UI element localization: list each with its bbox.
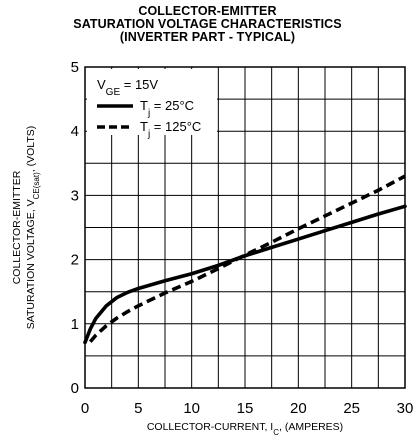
- x-tick-label: 15: [237, 400, 254, 417]
- legend-condition: VGE = 15V: [97, 77, 158, 98]
- series-line-125c: [88, 174, 406, 343]
- y-tick-label: 4: [71, 123, 79, 140]
- y-axis-label-line-1: COLLECTOR-EMITTER: [11, 170, 23, 284]
- y-tick-label: 2: [71, 252, 79, 269]
- x-tick-label: 5: [134, 400, 142, 417]
- chart-title-line-1: COLLECTOR-EMITTER: [138, 4, 277, 18]
- x-tick-label: 30: [397, 400, 414, 417]
- chart-title-line-2: SATURATION VOLTAGE CHARACTERISTICS: [73, 17, 342, 31]
- plot-frame: [84, 66, 406, 389]
- y-tick-label: 3: [71, 187, 79, 204]
- series-line-25c: [83, 204, 407, 345]
- chart-title-line-3: (INVERTER PART - TYPICAL): [119, 30, 296, 44]
- x-tick-label: 0: [81, 400, 89, 417]
- x-tick-label: 20: [290, 400, 307, 417]
- tick-labels: 0 5 10 15 20 25 30 0 1 2 3 4 5: [71, 59, 414, 417]
- series-group: [83, 174, 407, 345]
- y-axis-label-line-2: SATURATION VOLTAGE, VCE(sat), (VOLTS): [25, 126, 41, 330]
- legend-label-125c: Tj = 125°C: [140, 119, 201, 140]
- y-tick-label: 1: [71, 316, 79, 333]
- legend-label-25c: Tj = 25°C: [140, 98, 194, 119]
- x-axis-label: COLLECTOR-CURRENT, IC, (AMPERES): [147, 421, 343, 437]
- x-tick-label: 10: [183, 400, 200, 417]
- legend-background: [87, 69, 217, 135]
- x-tick-label: 25: [343, 400, 360, 417]
- y-tick-label: 0: [71, 380, 79, 397]
- y-tick-label: 5: [71, 59, 79, 76]
